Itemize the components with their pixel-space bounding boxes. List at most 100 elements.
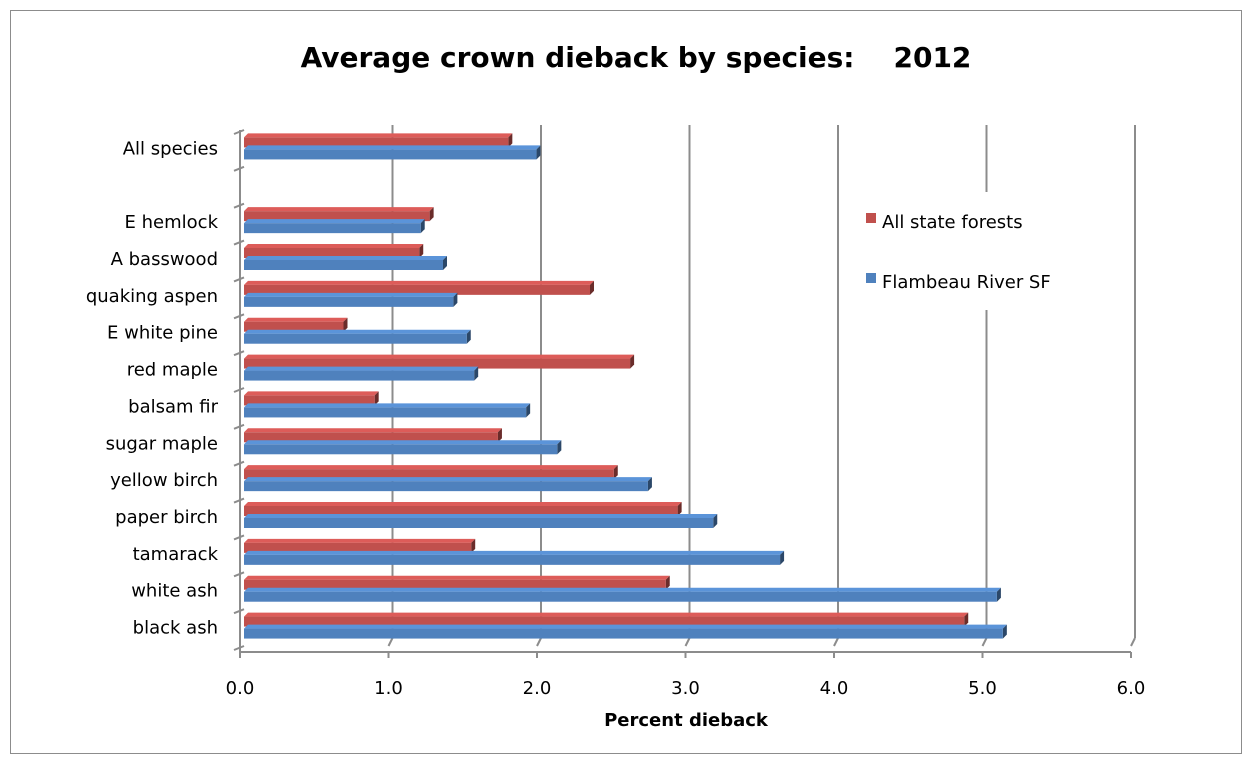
- y-tick: [233, 534, 245, 541]
- bar-top: [244, 440, 562, 445]
- x-tick-label: 2.0: [523, 678, 552, 699]
- y-tick: [233, 460, 245, 467]
- y-tick: [233, 423, 245, 430]
- bar-end: [466, 329, 471, 344]
- bar: [244, 280, 595, 295]
- bar: [244, 133, 513, 148]
- y-tick: [233, 497, 245, 504]
- bar: [244, 329, 471, 344]
- bar-front: [244, 137, 509, 148]
- bar-end: [780, 550, 785, 565]
- legend-swatch: [866, 213, 876, 223]
- bar: [244, 145, 541, 160]
- bar-top: [244, 550, 785, 555]
- bar: [244, 207, 434, 222]
- y-tick: [233, 239, 245, 246]
- x-tick-label: 4.0: [820, 678, 849, 699]
- bar-top: [244, 366, 479, 371]
- bar-end: [474, 366, 479, 381]
- bar-front: [244, 407, 527, 418]
- bar: [244, 514, 718, 528]
- bar: [244, 587, 1001, 602]
- bar: [244, 477, 652, 492]
- bar-end: [613, 465, 618, 480]
- bar: [244, 575, 670, 590]
- x-tick-label: 0.0: [226, 678, 255, 699]
- bar-end: [343, 317, 348, 332]
- bar-end: [471, 538, 476, 553]
- gridline: [536, 637, 542, 647]
- y-tick: [233, 571, 245, 578]
- bar-front: [244, 469, 614, 480]
- y-tick: [233, 276, 245, 283]
- legend: All state forests Flambeau River SF: [855, 192, 1117, 310]
- bar: [244, 612, 969, 627]
- bar-top: [244, 575, 670, 580]
- bar: [244, 292, 458, 307]
- bar-front: [244, 358, 631, 369]
- bar-top: [244, 329, 471, 334]
- chart-frame: [10, 10, 1242, 754]
- bar-top: [244, 587, 1001, 592]
- bar: [244, 366, 479, 381]
- bar-end: [442, 256, 447, 270]
- gridline: [981, 637, 988, 647]
- bar-top: [244, 465, 618, 470]
- bar-front: [244, 591, 997, 602]
- bar-top: [244, 403, 531, 408]
- bar-end: [429, 207, 434, 222]
- tick-labels: 0.0 1.0 2.0 3.0 4.0 5.0 6.0: [226, 678, 1146, 699]
- category-label: yellow birch: [110, 470, 218, 491]
- bar-front: [244, 506, 678, 516]
- y-tick: [233, 350, 245, 357]
- bar-end: [557, 440, 562, 455]
- bar-end: [996, 587, 1001, 602]
- category-label: white ash: [131, 581, 218, 602]
- bar-end: [964, 612, 969, 627]
- bar-front: [244, 554, 781, 565]
- bar: [244, 256, 447, 270]
- bar-front: [244, 284, 591, 295]
- bar-end: [497, 428, 502, 443]
- bar-end: [1002, 624, 1007, 639]
- bar-top: [244, 624, 1007, 629]
- bar-top: [244, 219, 425, 224]
- category-label: tamarack: [133, 544, 219, 565]
- bar-top: [244, 145, 541, 150]
- bar-front: [244, 223, 421, 234]
- bar-end: [374, 391, 379, 406]
- bar-end: [713, 514, 718, 528]
- x-tick-label: 6.0: [1117, 678, 1146, 699]
- bar: [244, 244, 424, 258]
- x-tick-label: 3.0: [671, 678, 700, 699]
- category-label: E hemlock: [125, 212, 219, 233]
- bar-front: [244, 579, 666, 590]
- bar-front: [244, 296, 454, 307]
- y-tick: [233, 165, 245, 172]
- legend-background: [855, 192, 1117, 310]
- y-tick: [233, 202, 245, 209]
- bar-front: [244, 432, 498, 443]
- legend-swatch: [866, 273, 876, 283]
- x-tick-label: 5.0: [968, 678, 997, 699]
- bar-end: [677, 502, 682, 516]
- bar-front: [244, 370, 475, 381]
- bar-front: [244, 518, 714, 528]
- axes: [233, 129, 1132, 658]
- bar-end: [453, 292, 458, 307]
- bar-top: [244, 514, 718, 518]
- gridline: [684, 637, 691, 647]
- chart-title: Average crown dieback by species: 2012: [301, 41, 972, 74]
- y-tick: [233, 387, 245, 393]
- category-label: red maple: [127, 360, 218, 381]
- gridline: [387, 637, 394, 647]
- bar-top: [244, 428, 502, 433]
- bar-front: [244, 542, 472, 553]
- bar-end: [665, 575, 670, 590]
- bar-front: [244, 444, 558, 455]
- y-tick: [233, 645, 245, 651]
- bar: [244, 440, 562, 455]
- bar: [244, 624, 1007, 639]
- bar-top: [244, 292, 458, 297]
